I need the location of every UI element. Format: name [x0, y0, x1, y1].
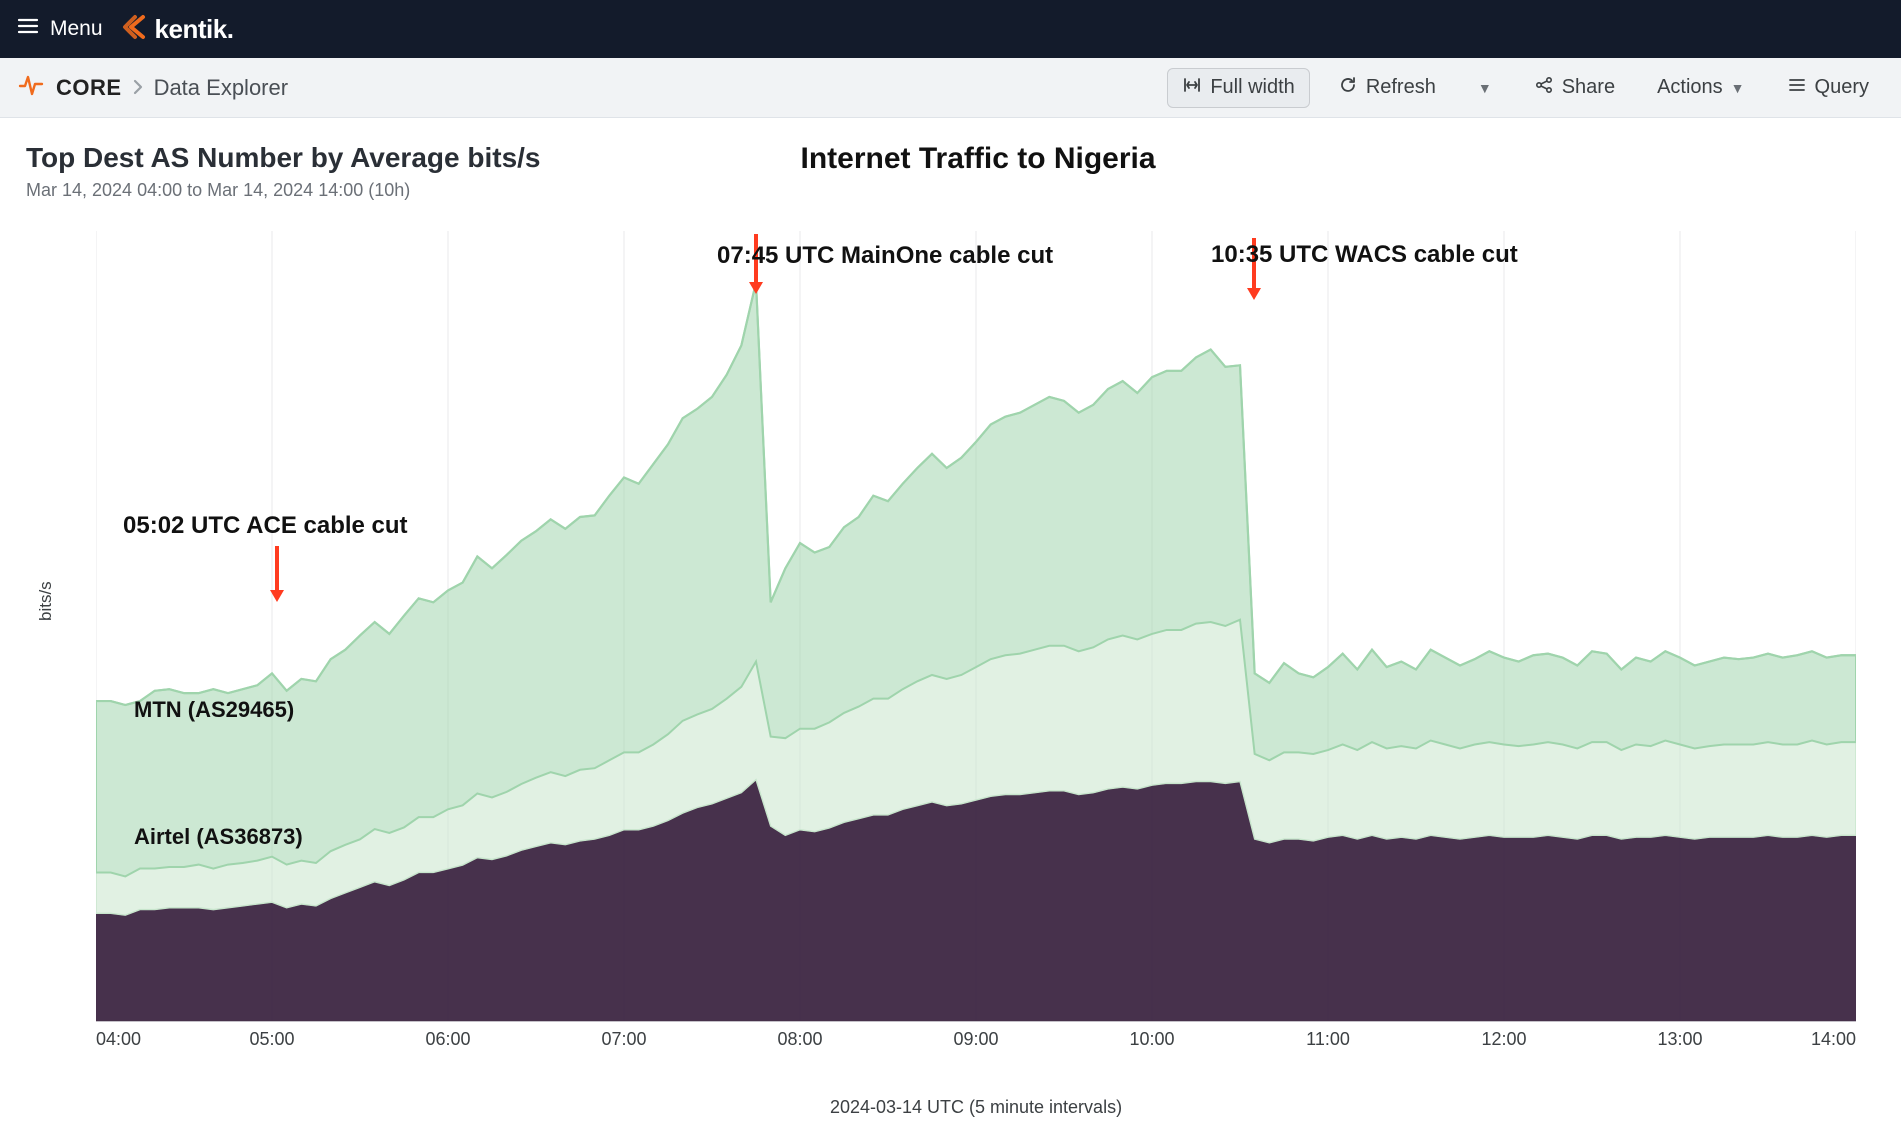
share-label: Share: [1562, 76, 1615, 99]
refresh-icon: [1338, 75, 1358, 101]
svg-text:06:00: 06:00: [425, 1029, 470, 1049]
refresh-button[interactable]: Refresh: [1324, 68, 1450, 108]
breadcrumb: CORE Data Explorer: [56, 75, 288, 101]
query-button[interactable]: Query: [1773, 68, 1883, 108]
title-row: Top Dest AS Number by Average bits/s Mar…: [26, 142, 1875, 201]
brand-logo[interactable]: kentik: [121, 13, 234, 46]
svg-text:11:00: 11:00: [1306, 1029, 1350, 1049]
x-axis-label: 2024-03-14 UTC (5 minute intervals): [96, 1097, 1856, 1118]
refresh-dropdown[interactable]: ▼: [1464, 68, 1506, 108]
svg-text:12:00: 12:00: [1481, 1029, 1526, 1049]
annotation-label: 07:45 UTC MainOne cable cut: [717, 242, 1053, 270]
chevron-right-icon: [132, 75, 144, 101]
menu-label: Menu: [50, 17, 103, 41]
time-range: Mar 14, 2024 04:00 to Mar 14, 2024 14:00…: [26, 180, 541, 201]
breadcrumb-root[interactable]: CORE: [56, 75, 122, 101]
svg-text:04:00: 04:00: [96, 1029, 141, 1049]
series-label: MTN (AS29465): [134, 697, 294, 723]
top-nav: Menu kentik: [0, 0, 1901, 58]
hamburger-icon: [16, 14, 40, 44]
svg-text:14:00: 14:00: [1811, 1029, 1856, 1049]
page-body: Top Dest AS Number by Average bits/s Mar…: [0, 118, 1901, 1138]
svg-text:08:00: 08:00: [777, 1029, 822, 1049]
breadcrumb-page[interactable]: Data Explorer: [154, 75, 289, 101]
svg-text:10:00: 10:00: [1129, 1029, 1174, 1049]
chart-title: Internet Traffic to Nigeria: [801, 142, 1156, 176]
pulse-icon: [18, 72, 44, 103]
full-width-icon: [1182, 75, 1202, 101]
brand-name: kentik: [155, 14, 234, 45]
svg-text:13:00: 13:00: [1657, 1029, 1702, 1049]
full-width-label: Full width: [1210, 76, 1294, 99]
query-label: Query: [1815, 76, 1869, 99]
page-title: Top Dest AS Number by Average bits/s: [26, 142, 541, 174]
svg-text:09:00: 09:00: [953, 1029, 998, 1049]
annotation-arrow: [268, 546, 286, 609]
full-width-button[interactable]: Full width: [1167, 68, 1309, 108]
annotation-label: 05:02 UTC ACE cable cut: [123, 512, 408, 540]
stacked-area-chart[interactable]: 04:00 05:00 06:00 07:00 08:00 09:00 10:00 11:00…: [96, 231, 1856, 1055]
chart-container: bits/s 04:00 05:00 06:00 07:00 08:00 09:00 10:…: [26, 231, 1875, 1091]
share-icon: [1534, 75, 1554, 101]
y-axis-label: bits/s: [36, 581, 56, 621]
chevron-down-icon: ▼: [1731, 80, 1745, 96]
series-label: Airtel (AS36873): [134, 824, 303, 850]
chevron-down-icon: ▼: [1478, 80, 1492, 96]
annotation-label: 10:35 UTC WACS cable cut: [1211, 241, 1518, 269]
toolbar-actions: Full width Refresh ▼ Share Actions ▼ Que…: [1167, 68, 1883, 108]
brand-glyph-icon: [121, 13, 149, 46]
share-button[interactable]: Share: [1520, 68, 1629, 108]
refresh-label: Refresh: [1366, 76, 1436, 99]
svg-text:05:00: 05:00: [249, 1029, 294, 1049]
actions-label: Actions: [1657, 76, 1723, 99]
menu-button[interactable]: Menu: [16, 14, 103, 44]
svg-text:07:00: 07:00: [601, 1029, 646, 1049]
query-icon: [1787, 75, 1807, 101]
sub-bar: CORE Data Explorer Full width Refresh ▼ …: [0, 58, 1901, 118]
actions-button[interactable]: Actions ▼: [1643, 68, 1758, 108]
